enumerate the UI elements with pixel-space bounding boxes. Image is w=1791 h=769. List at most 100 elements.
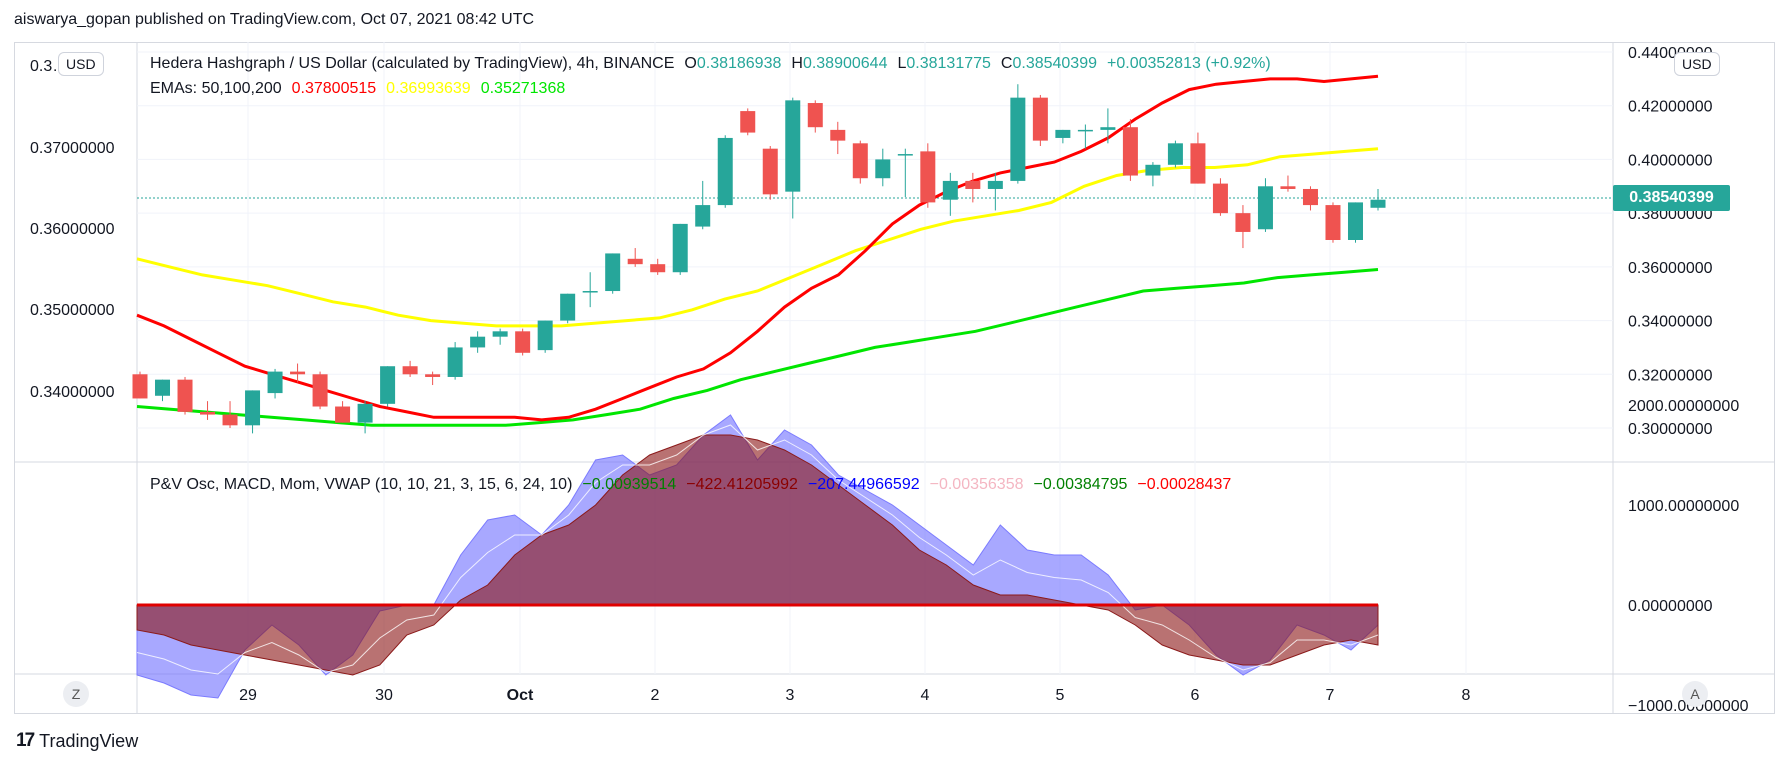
time-axis[interactable]: 29 30 Oct 2 3 4 5 6 7 8 — [239, 687, 1470, 704]
candle-body — [1370, 199, 1386, 208]
candle-body — [785, 100, 801, 192]
candle-body — [380, 366, 396, 404]
candle-body — [515, 331, 531, 353]
macd-histogram-area — [136, 434, 1379, 676]
candle-body — [312, 374, 328, 407]
oscillator-tick-label: 1000.00000000 — [1628, 498, 1739, 515]
candle-body — [1190, 143, 1206, 184]
time-axis-tick-label: 8 — [1462, 687, 1471, 704]
right-axis-tick-label: 0.30000000 — [1628, 421, 1713, 438]
candles — [132, 84, 1386, 434]
time-axis-tick-label: 5 — [1056, 687, 1065, 704]
candle-body — [492, 331, 508, 337]
candle-body — [830, 129, 846, 141]
candle-body — [807, 103, 823, 128]
candle-body — [1145, 164, 1161, 176]
candle-body — [740, 111, 756, 133]
candle-body — [200, 411, 216, 415]
candle-body — [965, 180, 981, 189]
signal-line — [136, 424, 1379, 675]
ema50-value: 0.37800515 — [291, 80, 377, 97]
oscillator-pane — [136, 414, 1379, 699]
ema-legend: EMAs: 50,100,200 0.37800515 0.36993639 0.35… — [150, 80, 575, 98]
candle-body — [132, 374, 148, 399]
candle-body — [1122, 127, 1138, 176]
candle-body — [335, 406, 351, 423]
candle-body — [357, 403, 373, 423]
ema-label: EMAs: 50,100,200 — [150, 80, 282, 97]
oscillator-axis[interactable]: 2000.00000000 1000.00000000 0.00000000 −100… — [1628, 398, 1749, 715]
oscillator-tick-label: 2000.00000000 — [1628, 398, 1739, 415]
left-tick: 0.36000000 — [30, 221, 115, 238]
candle-body — [1302, 188, 1318, 206]
candle-body — [627, 258, 643, 265]
low-label: L — [897, 55, 907, 72]
candle-body — [897, 154, 913, 156]
candle-body — [537, 320, 553, 351]
candle-body — [875, 159, 891, 179]
candle-body — [267, 371, 283, 394]
change-value: +0.00352813 (+0.92%) — [1107, 55, 1271, 72]
candle-body — [695, 205, 711, 227]
candle-body — [290, 371, 306, 375]
high-value: 0.38900644 — [802, 55, 888, 72]
footer-brand[interactable]: 17 TradingView — [16, 730, 138, 752]
candle-body — [245, 390, 261, 426]
candle-body — [1077, 129, 1093, 132]
oscillator-tick-label: 0.00000000 — [1628, 598, 1713, 615]
candle-body — [762, 148, 778, 195]
right-axis-tick-label: 0.40000000 — [1628, 152, 1713, 169]
candle-body — [605, 253, 621, 292]
tradingview-brand-name: TradingView — [39, 730, 139, 751]
ema200-value: 0.35271368 — [480, 80, 566, 97]
candle-body — [1325, 205, 1341, 240]
low-value: 0.38131775 — [906, 55, 991, 72]
candle-body — [1010, 97, 1026, 181]
high-label: H — [791, 55, 803, 72]
zoom-button[interactable]: Z — [63, 681, 89, 707]
left-tick: 0.35000000 — [30, 302, 115, 319]
candle-body — [1347, 202, 1363, 240]
oscillator-value: −0.00028437 — [1137, 476, 1232, 493]
publisher-header: aiswarya_gopan published on TradingView.… — [14, 11, 535, 28]
candle-body — [155, 379, 171, 396]
ema-lines — [136, 74, 1379, 427]
candle-body — [650, 264, 666, 273]
symbol-title: Hedera Hashgraph / US Dollar (calculated… — [150, 55, 675, 72]
ema100-value: 0.36993639 — [386, 80, 471, 97]
candle-body — [402, 366, 418, 375]
last-price-label: 0.38540399 — [1613, 185, 1730, 211]
right-price-axis[interactable]: 0.440000000.420000000.400000000.38000000… — [1628, 45, 1713, 438]
oscillator-value: −422.41205992 — [686, 476, 798, 493]
auto-scale-button[interactable]: A — [1682, 681, 1708, 707]
time-axis-tick-label: 30 — [375, 687, 393, 704]
chart-frame[interactable] — [14, 42, 1775, 714]
candle-body — [920, 151, 936, 203]
candle-body — [1257, 186, 1273, 230]
open-label: O — [684, 55, 697, 72]
candle-body — [1280, 186, 1296, 189]
time-axis-tick-label: Oct — [507, 687, 534, 704]
right-axis-tick-label: 0.36000000 — [1628, 260, 1713, 277]
open-value: 0.38186938 — [696, 55, 782, 72]
left-tick: 0.37000000 — [30, 140, 115, 157]
candle-body — [942, 180, 958, 200]
right-axis-tick-label: 0.34000000 — [1628, 314, 1713, 331]
time-axis-tick-label: 4 — [921, 687, 930, 704]
candle-body — [1100, 127, 1116, 130]
right-currency-button[interactable]: USD — [1674, 52, 1720, 76]
oscillator-values: −0.00939514 −422.41205992 −207.44966592 −0.… — [582, 476, 1241, 493]
time-axis-tick-label: 7 — [1326, 687, 1335, 704]
left-currency-button[interactable]: USD — [58, 52, 104, 76]
candle-body — [470, 336, 486, 348]
symbol-legend: Hedera Hashgraph / US Dollar (calculated… — [150, 55, 1281, 73]
candle-body — [987, 180, 1003, 189]
candle-body — [425, 374, 441, 377]
candle-body — [852, 143, 868, 179]
oscillator-label: P&V Osc, MACD, Mom, VWAP (10, 10, 21, 3,… — [150, 476, 573, 493]
candle-body — [582, 291, 598, 293]
oscillator-value: −0.00384795 — [1033, 476, 1128, 493]
close-label: C — [1000, 55, 1013, 72]
left-tick: 0.34000000 — [30, 384, 115, 401]
